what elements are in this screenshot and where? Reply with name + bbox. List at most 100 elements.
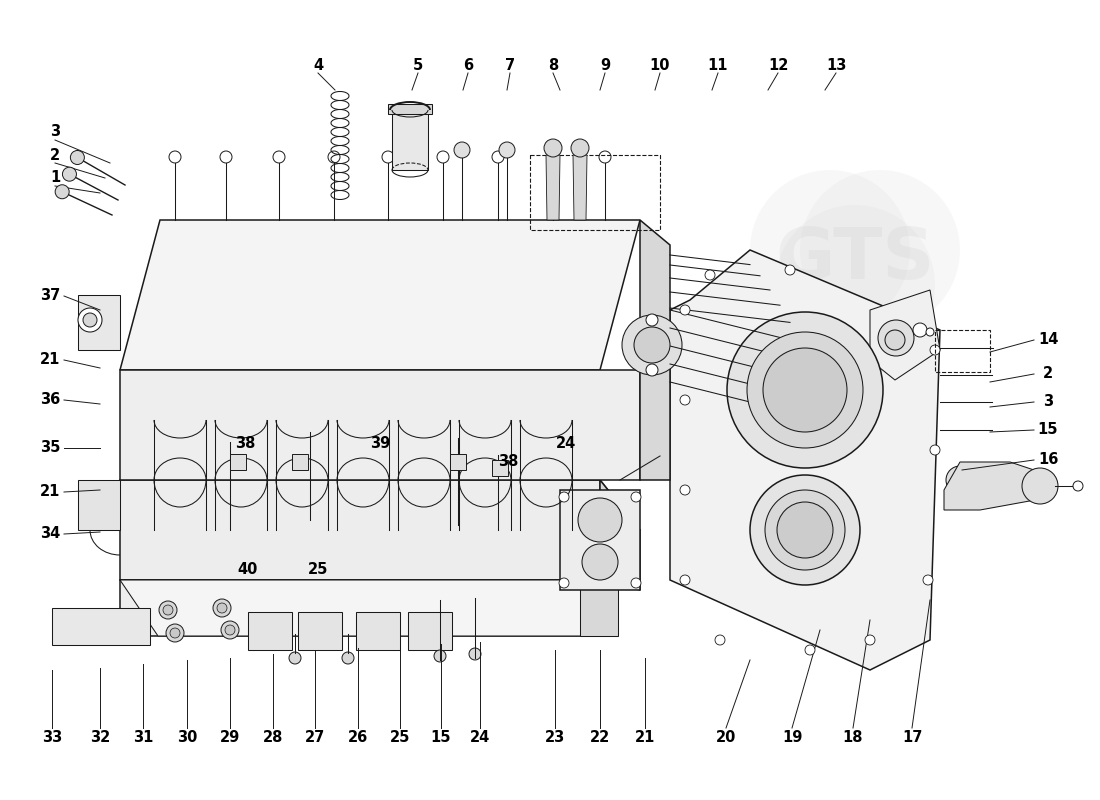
Circle shape [747,332,864,448]
Polygon shape [640,220,670,480]
Text: 13: 13 [826,58,846,73]
Text: 9: 9 [600,58,610,73]
Circle shape [160,601,177,619]
Text: 16: 16 [1037,453,1058,467]
Bar [492,460,508,476]
Text: 40: 40 [238,562,258,578]
Circle shape [170,628,180,638]
Circle shape [78,308,102,332]
Circle shape [559,492,569,502]
Circle shape [55,185,69,198]
Text: 21: 21 [40,485,60,499]
Polygon shape [120,580,580,636]
Polygon shape [120,480,640,530]
Polygon shape [944,462,1040,510]
Polygon shape [120,580,618,636]
Polygon shape [298,612,342,650]
Circle shape [273,151,285,163]
Polygon shape [392,110,428,170]
Polygon shape [248,612,292,650]
Text: 36: 36 [40,393,60,407]
Text: 15: 15 [431,730,451,746]
Text: 12: 12 [768,58,789,73]
Text: 32: 32 [90,730,110,746]
Circle shape [763,348,847,432]
Circle shape [163,605,173,615]
Text: 24: 24 [470,730,491,746]
Polygon shape [388,104,432,114]
Circle shape [166,624,184,642]
Text: 23: 23 [544,730,565,746]
Circle shape [750,170,910,330]
Text: 28: 28 [263,730,283,746]
Text: 30: 30 [177,730,197,746]
Circle shape [930,445,940,455]
Text: 38: 38 [234,437,255,451]
Text: 2: 2 [1043,366,1053,382]
Circle shape [680,485,690,495]
Text: 29: 29 [220,730,240,746]
Circle shape [764,490,845,570]
Text: 6: 6 [463,58,473,73]
Circle shape [70,150,85,165]
Bar [935,330,990,372]
Circle shape [600,151,610,163]
Circle shape [220,151,232,163]
Circle shape [213,599,231,617]
Text: 22: 22 [590,730,610,746]
Text: 17: 17 [902,730,922,746]
Circle shape [930,345,940,355]
Circle shape [631,492,641,502]
Circle shape [926,328,934,336]
Polygon shape [78,480,120,530]
Polygon shape [560,490,640,590]
Bar [230,454,246,470]
Circle shape [646,364,658,376]
Circle shape [680,575,690,585]
Text: 24: 24 [556,437,576,451]
Text: 10: 10 [650,58,670,73]
Circle shape [499,142,515,158]
Circle shape [727,312,883,468]
Circle shape [547,151,559,163]
Polygon shape [120,370,640,480]
Polygon shape [356,612,400,650]
Circle shape [544,139,562,157]
Circle shape [805,645,815,655]
Circle shape [1022,468,1058,504]
Polygon shape [670,250,940,670]
Text: 38: 38 [498,454,518,470]
Circle shape [437,151,449,163]
Circle shape [785,265,795,275]
Text: 20: 20 [716,730,736,746]
Polygon shape [408,612,452,650]
Text: 21: 21 [40,353,60,367]
Circle shape [646,314,658,326]
Circle shape [1072,481,1084,491]
Text: 25: 25 [308,562,328,578]
Circle shape [582,544,618,580]
Circle shape [886,330,905,350]
Circle shape [469,648,481,660]
Circle shape [454,142,470,158]
Bar [530,155,660,230]
Text: 5: 5 [412,58,424,73]
Circle shape [382,151,394,163]
Circle shape [226,625,235,635]
Text: 7: 7 [505,58,515,73]
Circle shape [559,578,569,588]
Bar [292,454,308,470]
Text: 25: 25 [389,730,410,746]
Text: 15: 15 [1037,422,1058,438]
Circle shape [705,270,715,280]
Text: 34: 34 [40,526,60,542]
Circle shape [221,621,239,639]
Polygon shape [78,295,120,350]
Circle shape [680,395,690,405]
Polygon shape [870,290,940,380]
Text: 33: 33 [42,730,62,746]
Circle shape [631,578,641,588]
Polygon shape [600,480,640,590]
Circle shape [776,205,935,365]
Circle shape [865,635,874,645]
